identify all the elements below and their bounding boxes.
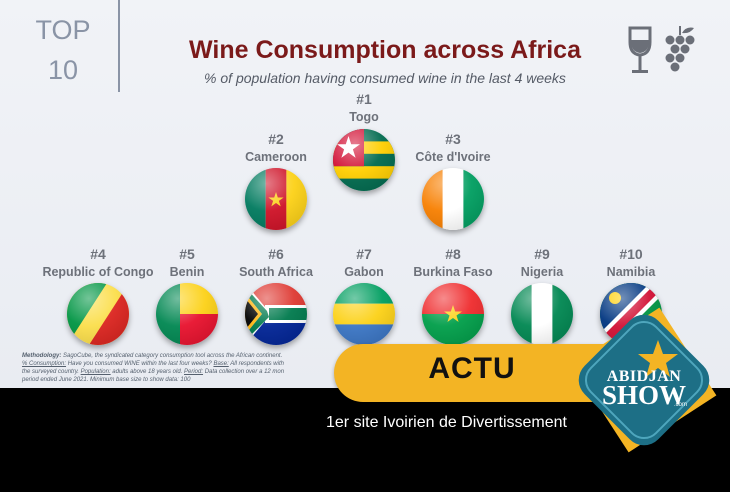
rank: #1 [356,91,372,107]
rank: #7 [356,246,372,262]
south-africa-flag [245,283,307,345]
country-3: #3 Côte d'Ivoire [393,131,513,164]
country-name: Côte d'Ivoire [415,150,491,164]
wine-infographic: TOP 10 Wine Consumption across Africa % … [0,0,730,388]
country-5: #5 Benin [127,246,247,279]
logo-abidjan: ABIDJAN [606,368,682,385]
logo-com: .com [674,402,688,408]
period-label: Period: [184,369,204,375]
country-name: Togo [349,110,379,124]
top-label: TOP [35,15,91,45]
population-label: Population: [80,369,111,375]
base-label: Base: [213,361,229,367]
rank: #8 [445,246,461,262]
country-name: Nigeria [520,265,564,279]
top10-label: TOP 10 [28,10,98,90]
infographic-subtitle: % of population having consumed wine in … [204,70,566,86]
tagline: 1er site Ivoirien de Divertissement [326,414,567,431]
country-text: the surveyed country. [22,369,79,375]
divider [118,0,120,92]
population-text: adults above 18 years old. [112,369,183,375]
country-1: #1 Togo [304,91,424,124]
consumption-text: Have you consumed WINE within the last f… [67,361,212,367]
methodology-text: SagoCube, the syndicated category consum… [63,353,283,359]
country-name: Benin [169,265,205,279]
rank: #9 [534,246,550,262]
country-name: South Africa [239,265,313,279]
country-name: Burkina Faso [413,265,493,279]
benin-flag [156,283,218,345]
country-name: Namibia [606,265,656,279]
actu-label: ACTU [428,352,516,385]
period-text: Data collection over a 12 mon [204,369,285,375]
base-text: All respondents with [230,361,284,367]
rank: #10 [619,246,643,262]
cameroon-flag [245,168,307,230]
country-7: #7 Gabon [304,246,424,279]
country-name: Gabon [344,265,384,279]
country-4: #4 Republic of Congo [38,246,158,279]
rank: #3 [445,131,461,147]
base-size-text: period ended June 2021. Minimum base siz… [22,377,191,383]
abidjan-show-logo[interactable] [566,302,722,458]
wine-glass-grapes-icon [628,26,695,73]
country-name: Cameroon [245,150,307,164]
logo-show: SHOW [601,380,687,410]
burkina-faso-flag [422,283,484,345]
country-10: #10 Namibia [571,246,691,279]
methodology-note: Methodology: SagoCube, the syndicated ca… [22,352,352,384]
ten-label: 10 [47,55,79,85]
rank: #5 [179,246,195,262]
country-2: #2 Cameroon [216,131,336,164]
gabon-flag [333,283,395,345]
rank: #4 [90,246,106,262]
country-name: Republic of Congo [42,265,154,279]
infographic-title: Wine Consumption across Africa [189,36,581,64]
country-8: #8 Burkina Faso [393,246,513,279]
nigeria-flag [511,283,573,345]
country-6: #6 South Africa [216,246,336,279]
country-9: #9 Nigeria [482,246,602,279]
cote-divoire-flag [422,168,484,230]
rank: #2 [268,131,284,147]
congo-flag [67,283,129,345]
togo-flag [333,129,395,191]
methodology-label: Methodology: [22,353,62,359]
consumption-label: % Consumption: [22,361,67,367]
rank: #6 [268,246,284,262]
